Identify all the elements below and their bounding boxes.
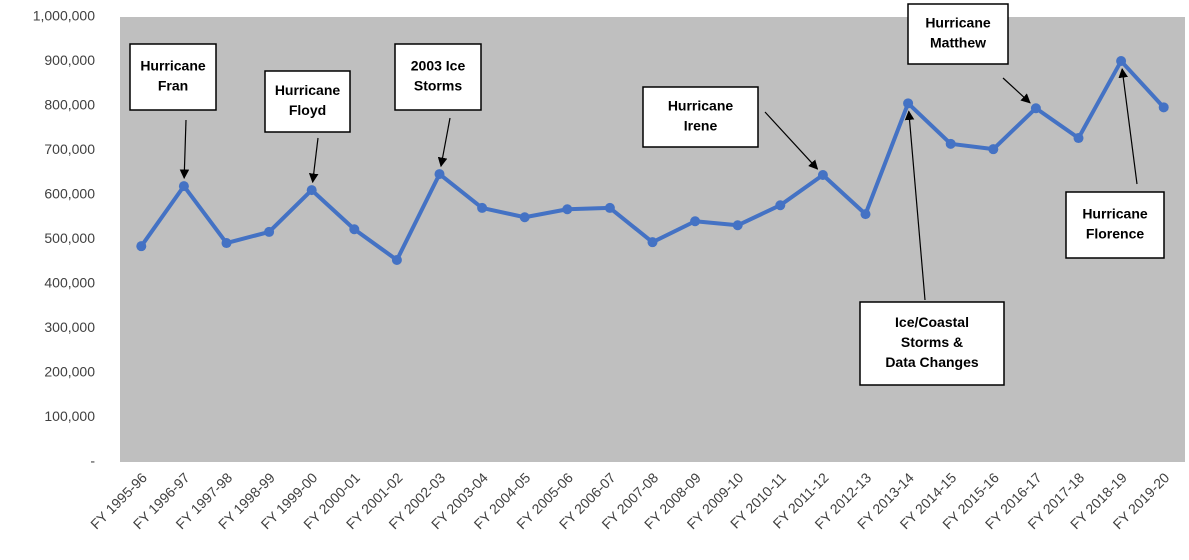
point	[562, 204, 573, 215]
point	[817, 169, 828, 180]
point	[1030, 103, 1041, 114]
annotation-box	[394, 43, 482, 111]
annotation-box	[642, 86, 759, 148]
point	[690, 216, 701, 227]
annotation-text: Hurricane	[140, 58, 206, 74]
annotation-arrow	[1118, 68, 1138, 185]
point	[647, 237, 658, 248]
annotation-arrow	[308, 137, 319, 184]
annotation-text: Hurricane	[668, 98, 734, 114]
annotation-text: Storms &	[901, 334, 963, 350]
point	[477, 202, 488, 213]
point	[604, 202, 615, 213]
y-tick-label: -	[90, 453, 95, 469]
point	[988, 144, 999, 155]
y-tick-label: 700,000	[44, 141, 95, 157]
annotation-box	[859, 301, 1005, 386]
point	[1116, 56, 1127, 67]
point	[306, 185, 317, 196]
annotation-box	[129, 43, 217, 111]
annotation-arrow	[437, 117, 451, 168]
annotation-text: Storms	[414, 78, 462, 94]
y-tick-label: 200,000	[44, 364, 95, 380]
annotation-text: Hurricane	[1082, 206, 1148, 222]
point	[391, 254, 402, 265]
annotation-arrow	[764, 111, 819, 170]
point	[1158, 102, 1169, 113]
point	[519, 212, 530, 223]
point	[945, 138, 956, 149]
point	[775, 200, 786, 211]
y-tick-label: 500,000	[44, 230, 95, 246]
annotation-arrow	[904, 110, 926, 301]
annotation-box	[1065, 191, 1165, 259]
y-tick-label: 1,000,000	[33, 8, 95, 24]
point	[860, 209, 871, 220]
point	[264, 226, 275, 237]
annotation-text: 2003 Ice	[411, 58, 466, 74]
point	[434, 169, 445, 180]
annotation-text: Matthew	[930, 35, 986, 51]
y-tick-label: 900,000	[44, 52, 95, 68]
annotation-text: Hurricane	[925, 15, 991, 31]
annotation-text: Fran	[158, 78, 188, 94]
point	[732, 220, 743, 231]
annotation-text: Floyd	[289, 102, 326, 118]
annotation-box	[907, 3, 1009, 65]
y-tick-label: 100,000	[44, 408, 95, 424]
annotation-text: Ice/Coastal	[895, 314, 969, 330]
y-tick-label: 600,000	[44, 186, 95, 202]
point	[349, 224, 360, 235]
y-tick-label: 400,000	[44, 275, 95, 291]
annotation-box	[264, 70, 351, 133]
point	[178, 181, 189, 192]
point	[136, 241, 147, 252]
annotation-text: Florence	[1086, 226, 1145, 242]
annotation-arrow	[1002, 77, 1031, 104]
annotation-text: Data Changes	[885, 354, 979, 370]
annotation-text: Irene	[684, 118, 718, 134]
point	[903, 98, 914, 109]
y-tick-label: 300,000	[44, 319, 95, 335]
point	[1073, 133, 1084, 144]
annotation-arrow	[179, 119, 190, 180]
y-tick-label: 800,000	[44, 97, 95, 113]
point	[221, 238, 232, 249]
annotation-text: Hurricane	[275, 82, 341, 98]
